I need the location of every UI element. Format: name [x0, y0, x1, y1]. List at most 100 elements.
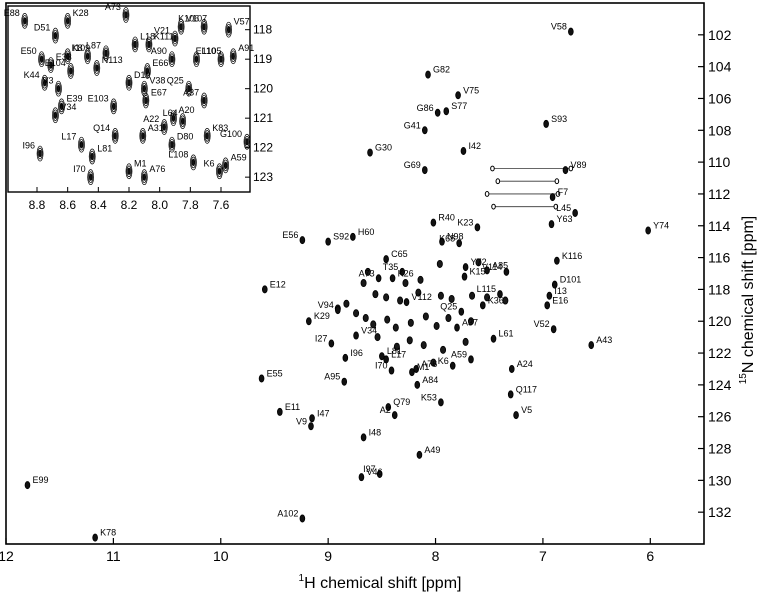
inset-peak-a73	[122, 7, 130, 23]
inset-peak-contour	[142, 85, 147, 93]
inset-peak-label-e66: E66	[152, 58, 168, 68]
peak-label-k53: K53	[421, 392, 437, 402]
unlabeled-peak	[417, 275, 424, 284]
peak-v58	[568, 27, 574, 36]
unlabeled-peak	[433, 322, 440, 331]
peak-label-v9: V9	[296, 416, 307, 426]
inset-peak-a37	[200, 92, 208, 109]
unlabeled-peak	[353, 309, 360, 318]
peak-h60	[350, 232, 356, 241]
peak-k26	[389, 274, 396, 283]
inset-peak-contour	[64, 48, 72, 65]
inset-peak-label-d19: D19	[134, 70, 151, 80]
inset-peak-contour	[55, 80, 62, 97]
peak-label-v58: V58	[551, 22, 567, 32]
peak-label-v46: V46	[366, 467, 382, 477]
inset-peak-contour	[65, 50, 71, 62]
inset-peak-v34	[52, 107, 59, 124]
x-axis-title-text: H chemical shift [ppm]	[304, 575, 461, 592]
peak-q79	[385, 403, 392, 412]
peak-k23	[474, 223, 481, 232]
inset-peak-contour	[125, 163, 133, 180]
inset-peak-contour	[52, 29, 58, 42]
peak-v9	[308, 422, 314, 431]
peak-q117	[507, 390, 514, 399]
inset-y-tick-label: 120	[253, 82, 273, 96]
y-tick-label: 106	[708, 90, 732, 106]
peak-label-f7: F7	[558, 187, 569, 197]
peak-l45	[572, 209, 578, 218]
peak-label-a37: A37	[462, 318, 478, 328]
inset-peak-label-v34: V34	[60, 102, 76, 112]
inset-peak-l105	[193, 51, 200, 68]
inset-peak-label-a91: A91	[238, 43, 254, 53]
peak-v75	[455, 91, 461, 100]
peak-label-y72: Y72	[471, 257, 487, 267]
inset-peak-contour	[133, 40, 137, 49]
inset-peak-v57	[225, 21, 233, 38]
y-tick-label: 102	[708, 27, 732, 43]
peak-label-i13: I13	[554, 286, 567, 296]
inset-peak-contour	[113, 132, 117, 140]
peak-label-a84: A84	[422, 375, 438, 385]
inset-peak-contour	[90, 152, 94, 161]
inset-peak-k106	[200, 18, 208, 35]
unlabeled-peak	[462, 337, 469, 346]
inset-peak-label-l105: L105	[201, 46, 221, 56]
inset-peak-k111	[145, 36, 153, 53]
peak-e55	[258, 374, 265, 383]
inset-peak-contour	[218, 53, 224, 65]
inset-peak-contour	[204, 130, 210, 142]
inset-peak-l17	[78, 136, 85, 153]
inset-peak-label-v3: V3	[42, 76, 53, 86]
inset-x-tick-label: 7.6	[213, 198, 230, 212]
peak-label-k23: K23	[457, 217, 473, 227]
inset-peak-contour	[123, 9, 129, 21]
inset-peak-contour	[144, 65, 150, 77]
inset-peak-label-l64: L64	[163, 108, 178, 118]
inset-peak-contour	[147, 40, 151, 49]
inset-peak-label-v57: V57	[234, 17, 250, 27]
peak-k6	[449, 361, 456, 370]
inset-peak-label-l87: L87	[86, 40, 101, 50]
nh2-peak	[568, 165, 574, 172]
peak-k116	[554, 256, 560, 265]
inset-peak-label-e104: E104	[45, 58, 66, 68]
y-axis-title: 15N chemical shift [ppm]	[738, 216, 757, 385]
inset-peak-contour	[161, 121, 167, 133]
inset-peak-label-i96: I96	[23, 141, 36, 151]
unlabeled-peak	[406, 336, 413, 345]
inset-x-tick-label: 7.8	[182, 198, 199, 212]
inset-peak-contour	[111, 102, 116, 111]
peak-label-a2: A2	[380, 405, 391, 415]
inset-peak-contour	[180, 115, 186, 127]
unlabeled-peak	[370, 320, 377, 329]
peak-i42	[460, 146, 467, 155]
inset-peak-contour	[169, 53, 175, 65]
peak-i48	[360, 433, 367, 442]
inset-peak-label-q25: Q25	[167, 76, 184, 86]
peak-a49	[416, 450, 423, 459]
inset-peak-contour	[222, 157, 229, 174]
peak-label-i27: I27	[315, 334, 328, 344]
peak-m1	[409, 368, 415, 377]
inset-peak-contour	[59, 100, 65, 113]
peak-label-i96: I96	[350, 348, 363, 358]
peak-q25	[458, 307, 465, 316]
peak-label-i48: I48	[369, 427, 382, 437]
peak-label-a43: A43	[596, 335, 612, 345]
peak-label-e99: E99	[32, 475, 48, 485]
peak-label-i47: I47	[317, 408, 330, 418]
unlabeled-peak	[364, 267, 371, 276]
inset-peak-label-l81: L81	[97, 144, 112, 154]
inset-peak-contour	[48, 59, 54, 71]
inset-peak-contour	[39, 55, 44, 63]
peak-a59	[468, 355, 474, 364]
peak-k15	[461, 272, 468, 281]
inset-peak-contour	[88, 171, 94, 183]
peak-label-l61: L61	[499, 329, 514, 339]
unlabeled-peak	[415, 288, 422, 297]
inset-peak-contour	[217, 167, 222, 175]
